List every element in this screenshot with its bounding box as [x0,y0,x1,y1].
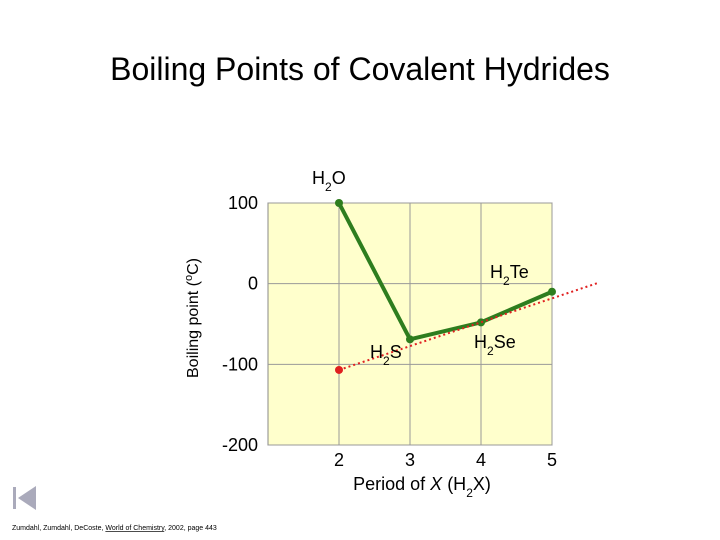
citation: Zumdahl, Zumdahl, DeCoste, World of Chem… [12,525,217,532]
y-axis-label-part: o [183,275,195,281]
data-point [335,365,343,374]
annotation-part: Te [510,262,529,282]
annotation-part: H [490,262,503,282]
y-tick-label: -100 [222,354,258,374]
x-axis-label-part: X) [473,474,491,494]
annotation-part: 2 [487,344,494,358]
nav-icon[interactable] [13,486,36,510]
y-axis-label-part: Boiling point ( [185,280,202,378]
y-tick-label: -200 [222,435,258,455]
x-tick-label: 2 [334,450,344,470]
annotation-part: 2 [503,274,510,288]
citation-part: World of Chemistry [105,525,165,532]
x-axis-label-part: Period of [353,474,430,494]
x-tick-label: 3 [405,450,415,470]
annotation: H2O [312,168,346,194]
y-axis-label: Boiling point (oC) [183,258,202,378]
annotation-part: 2 [325,180,332,194]
annotation: H2Te [490,262,529,288]
x-axis-label-part: (H [442,474,466,494]
x-axis-label: Period of X (H2X) [353,474,491,500]
x-tick-label: 4 [476,450,486,470]
annotation-part: S [390,342,402,362]
annotation: H2Se [474,332,516,358]
annotation-part: O [332,168,346,188]
y-axis-label-part: C) [185,258,202,275]
x-tick-label: 5 [547,450,557,470]
data-point [548,287,556,296]
nav-bar [13,487,16,509]
annotation-part: H [370,342,383,362]
data-point [406,335,414,344]
series-line [337,202,553,342]
x-axis-label-part: X [429,474,443,494]
citation-part: , 2002, page 443 [164,525,217,532]
data-point [335,199,343,207]
annotation-part: 2 [383,354,390,368]
annotation-part: Se [494,332,516,352]
series-line [338,281,599,371]
chart-title: Boiling Points of Covalent Hydrides [110,51,610,87]
x-axis-label-part: 2 [466,486,473,500]
y-tick-label: 100 [228,193,258,213]
annotation-part: H [474,332,487,352]
y-tick-label: 0 [248,274,258,294]
nav-arrow [18,486,36,510]
data-point [477,318,485,327]
citation-part: Zumdahl, Zumdahl, DeCoste, [12,525,105,532]
annotation-part: H [312,168,325,188]
annotation: H2S [370,342,402,368]
